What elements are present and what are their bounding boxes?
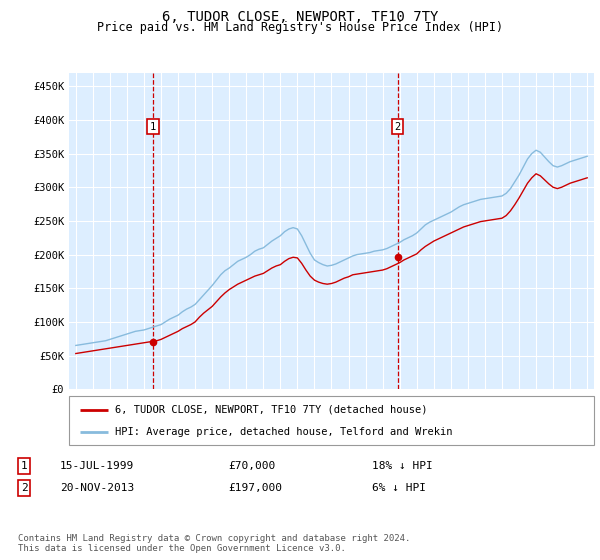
Text: HPI: Average price, detached house, Telford and Wrekin: HPI: Average price, detached house, Telf… — [115, 427, 453, 437]
Text: 1: 1 — [150, 122, 157, 132]
Text: 6, TUDOR CLOSE, NEWPORT, TF10 7TY: 6, TUDOR CLOSE, NEWPORT, TF10 7TY — [162, 10, 438, 24]
Text: 20-NOV-2013: 20-NOV-2013 — [60, 483, 134, 493]
Text: Price paid vs. HM Land Registry's House Price Index (HPI): Price paid vs. HM Land Registry's House … — [97, 21, 503, 34]
Text: £70,000: £70,000 — [228, 461, 275, 471]
Text: 2: 2 — [20, 483, 28, 493]
Text: 1: 1 — [20, 461, 28, 471]
Text: 15-JUL-1999: 15-JUL-1999 — [60, 461, 134, 471]
Text: 6, TUDOR CLOSE, NEWPORT, TF10 7TY (detached house): 6, TUDOR CLOSE, NEWPORT, TF10 7TY (detac… — [115, 405, 428, 415]
Text: 6% ↓ HPI: 6% ↓ HPI — [372, 483, 426, 493]
Text: 2: 2 — [395, 122, 401, 132]
Text: 18% ↓ HPI: 18% ↓ HPI — [372, 461, 433, 471]
Text: Contains HM Land Registry data © Crown copyright and database right 2024.
This d: Contains HM Land Registry data © Crown c… — [18, 534, 410, 553]
Text: £197,000: £197,000 — [228, 483, 282, 493]
FancyBboxPatch shape — [69, 396, 594, 445]
